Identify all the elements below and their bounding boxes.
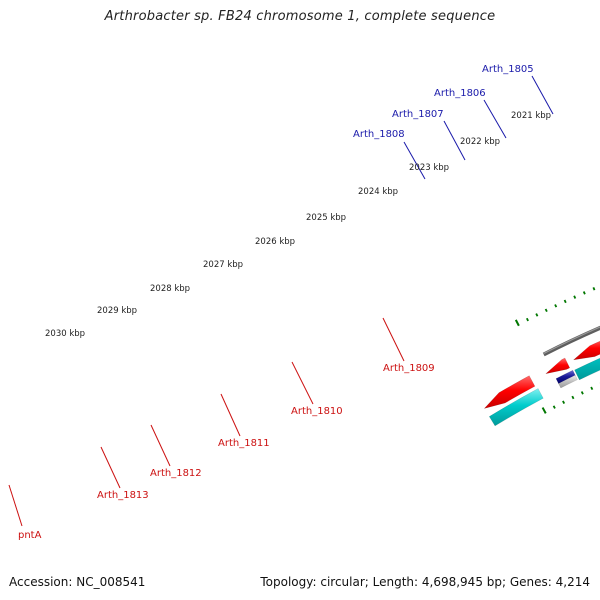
- scale-tick: [571, 395, 575, 400]
- cds-arth-1811-b: [574, 357, 600, 381]
- label-leader-lines: [8, 75, 554, 527]
- gene-label-pnta[interactable]: pntA: [18, 530, 42, 541]
- gene-label-arth-1811[interactable]: Arth_1811: [218, 438, 270, 449]
- cds-pnta: [483, 375, 536, 409]
- scale-tick: [590, 386, 594, 391]
- scale-tick: [525, 317, 529, 322]
- scale-tick: [592, 287, 596, 291]
- gene-label-arth-1809[interactable]: Arth_1809: [383, 363, 435, 374]
- accession-text: Accession: NC_008541: [9, 575, 146, 589]
- cds-pnta-b: [488, 388, 544, 427]
- backbone-line: [542, 325, 600, 357]
- genome-summary-text: Topology: circular; Length: 4,698,945 bp…: [260, 575, 590, 589]
- gene-label-arth-1805[interactable]: Arth_1805: [482, 64, 534, 75]
- cds-arth-1812: [572, 340, 600, 361]
- scale-label: 2027 kbp: [203, 260, 243, 270]
- scale-label: 2024 kbp: [358, 187, 398, 197]
- chromosome-backbone: [542, 325, 600, 357]
- scale-tick: [580, 391, 584, 395]
- scale-label: 2022 kbp: [460, 137, 500, 147]
- gene-features: [483, 340, 600, 427]
- leader-line: [150, 424, 171, 467]
- leader-line: [100, 446, 121, 489]
- gene-labels-reverse: Arth_1809 Arth_1810 Arth_1811 Arth_1812 …: [18, 363, 435, 541]
- leader-line: [220, 393, 241, 437]
- cds-arth-1813-c: [558, 374, 578, 389]
- scale-tick: [541, 407, 547, 414]
- leader-line: [483, 99, 507, 139]
- scale-tick: [535, 313, 539, 317]
- leader-line: [382, 317, 405, 362]
- scale-labels: 2021 kbp 2022 kbp 2023 kbp 2024 kbp 2025…: [45, 111, 551, 339]
- backbone-highlight: [543, 326, 600, 355]
- scale-tick: [552, 405, 556, 409]
- scale-tick: [544, 308, 548, 313]
- scale-tick: [573, 295, 577, 299]
- scale-label: 2021 kbp: [511, 111, 551, 121]
- scale-tick: [563, 299, 567, 304]
- gene-label-arth-1806[interactable]: Arth_1806: [434, 88, 486, 99]
- cds-arth-1813: [544, 357, 571, 375]
- scale-tick: [562, 400, 566, 404]
- gene-label-arth-1807[interactable]: Arth_1807: [392, 109, 444, 120]
- scale-tick: [554, 304, 558, 308]
- leader-line: [291, 361, 314, 405]
- gene-label-arth-1812[interactable]: Arth_1812: [150, 468, 202, 479]
- scale-tick: [582, 291, 586, 295]
- scale-tick: [514, 319, 520, 327]
- gene-labels-forward: Arth_1805 Arth_1806 Arth_1807 Arth_1808: [353, 64, 534, 140]
- scale-label: 2025 kbp: [306, 213, 346, 223]
- inner-scale-ticks: [541, 382, 600, 414]
- leader-line: [403, 141, 426, 180]
- scale-label: 2028 kbp: [150, 284, 190, 294]
- leader-line: [8, 484, 23, 527]
- scale-label: 2030 kbp: [45, 329, 85, 339]
- gene-label-arth-1810[interactable]: Arth_1810: [291, 406, 343, 417]
- gene-label-arth-1813[interactable]: Arth_1813: [97, 490, 149, 501]
- leader-line: [443, 120, 466, 161]
- scale-label: 2023 kbp: [409, 163, 449, 173]
- outer-scale-ticks: [514, 287, 596, 327]
- gene-label-arth-1808[interactable]: Arth_1808: [353, 129, 405, 140]
- scale-label: 2026 kbp: [255, 237, 295, 247]
- scale-label: 2029 kbp: [97, 306, 137, 316]
- leader-line: [531, 75, 554, 115]
- map-title: Arthrobacter sp. FB24 chromosome 1, comp…: [104, 9, 496, 24]
